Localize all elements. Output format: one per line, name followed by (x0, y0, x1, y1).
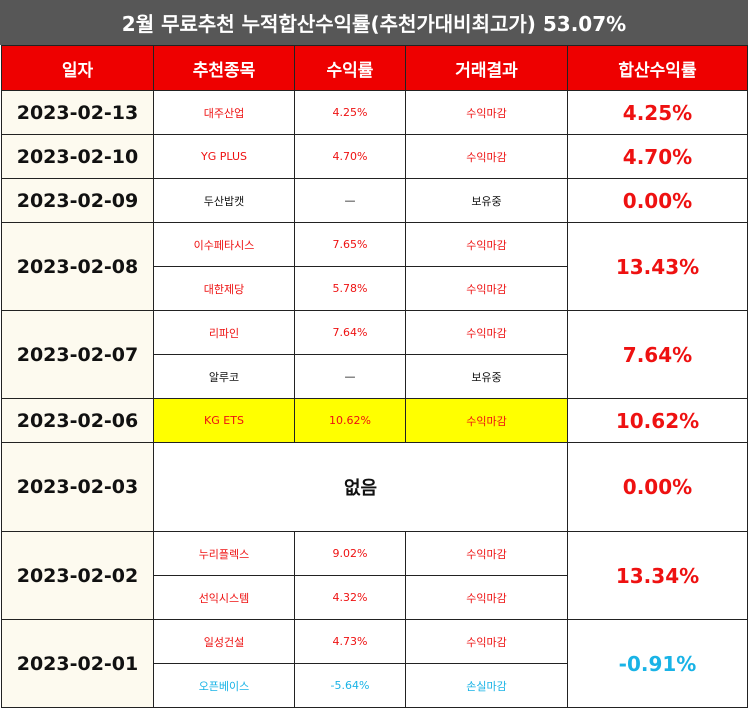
header-row: 일자 추천종목 수익률 거래결과 합산수익률 (1, 45, 748, 91)
page-title: 2월 무료추천 누적합산수익률(추천가대비최고가) 53.07% (0, 0, 748, 45)
total-cell: 0.00% (567, 178, 748, 223)
date-cell: 2023-02-13 (1, 90, 154, 135)
rate-cell: 9.02% (294, 531, 406, 576)
total-cell: 10.62% (567, 398, 748, 443)
table-row: 알루코 — 보유중 (2, 354, 748, 399)
rate-cell: — (294, 178, 406, 223)
result-cell: 수익마감 (405, 310, 568, 355)
header-result: 거래결과 (405, 45, 568, 91)
date-cell: 2023-02-08 (1, 222, 154, 311)
date-cell: 2023-02-03 (1, 442, 154, 532)
stock-cell: 선익시스템 (153, 575, 295, 620)
date-cell: 2023-02-10 (1, 134, 154, 179)
stock-cell: 누리플렉스 (153, 531, 295, 576)
table-row: 2023-02-06 KG ETS 10.62% 수익마감 10.62% (1, 398, 748, 443)
table-row: 2023-02-10 YG PLUS 4.70% 수익마감 4.70% (1, 134, 748, 179)
table-row: 2023-02-09 두산밥캣 — 보유중 0.00% (1, 178, 748, 223)
rate-cell: 7.65% (294, 222, 406, 267)
header-rate: 수익률 (294, 45, 406, 91)
result-cell: 수익마감 (405, 134, 568, 179)
result-cell: 손실마감 (405, 663, 568, 708)
stock-cell: 일성건설 (153, 619, 295, 664)
stock-cell: YG PLUS (153, 134, 295, 179)
stock-cell: 대한제당 (153, 266, 295, 311)
result-cell: 수익마감 (405, 222, 568, 267)
date-cell: 2023-02-01 (1, 619, 154, 708)
result-cell: 수익마감 (405, 266, 568, 311)
date-cell: 2023-02-09 (1, 178, 154, 223)
header-total: 합산수익률 (567, 45, 748, 91)
no-recommendation-cell: 없음 (153, 442, 568, 532)
rate-cell: 10.62% (294, 398, 406, 443)
result-cell: 수익마감 (405, 575, 568, 620)
date-cell: 2023-02-02 (1, 531, 154, 620)
result-cell: 수익마감 (405, 531, 568, 576)
table-row: 선익시스템 4.32% 수익마감 (2, 575, 748, 620)
rate-cell: — (294, 354, 406, 399)
rate-cell: 7.64% (294, 310, 406, 355)
stock-cell: 이수페타시스 (153, 222, 295, 267)
stock-cell: 대주산업 (153, 90, 295, 135)
rate-cell: 4.32% (294, 575, 406, 620)
rate-cell: 4.70% (294, 134, 406, 179)
header-stock: 추천종목 (153, 45, 295, 91)
stock-cell: 알루코 (153, 354, 295, 399)
result-cell: 수익마감 (405, 398, 568, 443)
rate-cell: 4.73% (294, 619, 406, 664)
header-date: 일자 (1, 45, 154, 91)
total-cell: 0.00% (567, 442, 748, 532)
total-cell: -0.91% (567, 619, 748, 708)
stock-cell: 두산밥캣 (153, 178, 295, 223)
returns-table: 일자 추천종목 수익률 거래결과 합산수익률 2023-02-13 대주산업 4… (1, 45, 748, 708)
table-row: 2023-02-01 일성건설 4.73% 수익마감 -0.91% (1, 619, 748, 708)
table-row: 오픈베이스 -5.64% 손실마감 (2, 663, 748, 708)
result-cell: 수익마감 (405, 619, 568, 664)
table-row: 2023-02-03 없음 0.00% (1, 442, 748, 532)
total-cell: 13.43% (567, 222, 748, 311)
result-cell: 보유중 (405, 178, 568, 223)
table-row: 대한제당 5.78% 수익마감 (2, 266, 748, 311)
rate-cell: 4.25% (294, 90, 406, 135)
date-cell: 2023-02-07 (1, 310, 154, 399)
table-row: 2023-02-07 리파인 7.64% 수익마감 7.64% (1, 310, 748, 399)
stock-cell: 리파인 (153, 310, 295, 355)
total-cell: 13.34% (567, 531, 748, 620)
rate-cell: -5.64% (294, 663, 406, 708)
stock-cell: KG ETS (153, 398, 295, 443)
result-cell: 보유중 (405, 354, 568, 399)
table-row: 2023-02-02 누리플렉스 9.02% 수익마감 13.34% (1, 531, 748, 620)
table-row: 2023-02-08 이수페타시스 7.65% 수익마감 13.43% (1, 222, 748, 311)
stock-cell: 오픈베이스 (153, 663, 295, 708)
total-cell: 4.70% (567, 134, 748, 179)
total-cell: 4.25% (567, 90, 748, 135)
result-cell: 수익마감 (405, 90, 568, 135)
table-row: 2023-02-13 대주산업 4.25% 수익마감 4.25% (1, 90, 748, 135)
total-cell: 7.64% (567, 310, 748, 399)
rate-cell: 5.78% (294, 266, 406, 311)
date-cell: 2023-02-06 (1, 398, 154, 443)
